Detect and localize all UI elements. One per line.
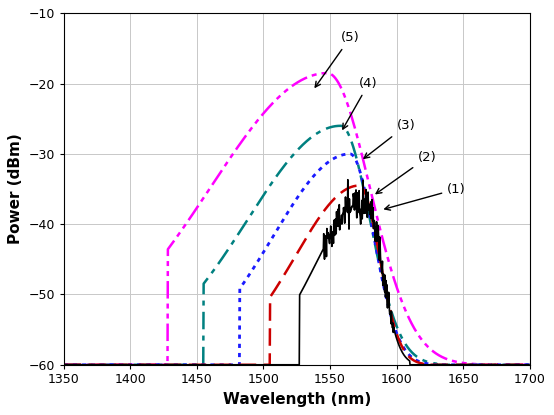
Text: (1): (1) xyxy=(385,183,466,210)
Text: (2): (2) xyxy=(376,151,437,193)
X-axis label: Wavelength (nm): Wavelength (nm) xyxy=(223,392,371,407)
Y-axis label: Power (dBm): Power (dBm) xyxy=(8,134,23,244)
Text: (3): (3) xyxy=(364,119,416,158)
Text: (4): (4) xyxy=(343,77,378,129)
Text: (5): (5) xyxy=(315,32,360,87)
